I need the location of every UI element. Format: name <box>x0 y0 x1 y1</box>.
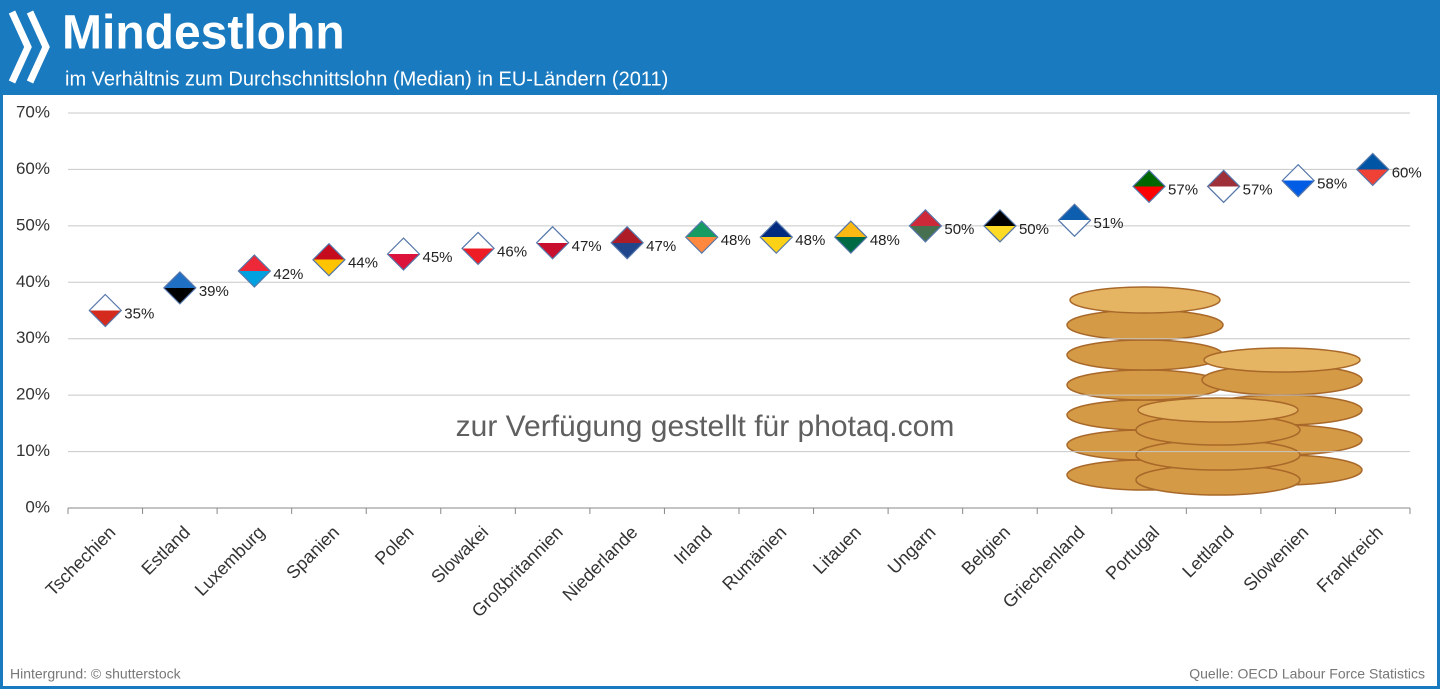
marker <box>162 271 197 305</box>
y-tick-label: 0% <box>25 497 50 516</box>
y-tick-label: 10% <box>16 441 50 460</box>
marker <box>1355 152 1390 187</box>
value-label: 47% <box>572 238 602 255</box>
marker <box>88 293 123 328</box>
chevron <box>8 10 32 84</box>
value-label: 35% <box>124 305 154 322</box>
value-label: 48% <box>870 232 900 249</box>
marker <box>908 209 943 243</box>
value-label: 57% <box>1243 181 1273 198</box>
y-tick-label: 30% <box>16 328 50 347</box>
source: Quelle: OECD Labour Force Statistics <box>1189 666 1425 682</box>
value-label: 42% <box>273 266 303 283</box>
value-label: 44% <box>348 255 378 272</box>
marker <box>610 225 645 260</box>
value-label: 58% <box>1317 176 1347 193</box>
marker <box>833 220 868 254</box>
y-tick-label: 60% <box>16 159 50 178</box>
value-label: 47% <box>646 238 676 255</box>
value-label: 50% <box>944 221 974 238</box>
value-label: 48% <box>795 232 825 249</box>
y-tick-label: 20% <box>16 385 50 404</box>
value-label: 48% <box>721 232 751 249</box>
chart-subtitle: im Verhältnis zum Durchschnittslohn (Med… <box>65 68 668 90</box>
marker <box>535 225 570 260</box>
value-label: 46% <box>497 243 527 260</box>
value-label: 60% <box>1392 164 1422 181</box>
marker <box>684 220 719 254</box>
value-label: 51% <box>1094 215 1124 232</box>
value-label: 50% <box>1019 221 1049 238</box>
marker <box>983 209 1017 243</box>
y-tick-label: 40% <box>16 272 50 291</box>
y-tick-label: 70% <box>16 102 50 121</box>
marker <box>1206 169 1241 204</box>
watermark: zur Verfügung gestellt für photaq.com <box>456 410 955 443</box>
marker <box>1057 203 1092 238</box>
value-label: 45% <box>423 249 453 266</box>
value-label: 39% <box>199 283 229 300</box>
marker <box>237 254 272 288</box>
marker <box>1281 163 1316 198</box>
marker <box>461 231 495 266</box>
y-tick-label: 50% <box>16 215 50 234</box>
marker <box>759 220 794 254</box>
chevron <box>26 10 50 84</box>
value-label: 57% <box>1168 181 1198 198</box>
coins <box>1066 286 1363 496</box>
credit: Hintergrund: © shutterstock <box>10 666 182 682</box>
marker <box>386 237 421 271</box>
marker <box>312 242 346 277</box>
marker <box>1132 169 1166 204</box>
chart-title: Mindestlohn <box>62 7 345 60</box>
header-band <box>0 0 1440 95</box>
